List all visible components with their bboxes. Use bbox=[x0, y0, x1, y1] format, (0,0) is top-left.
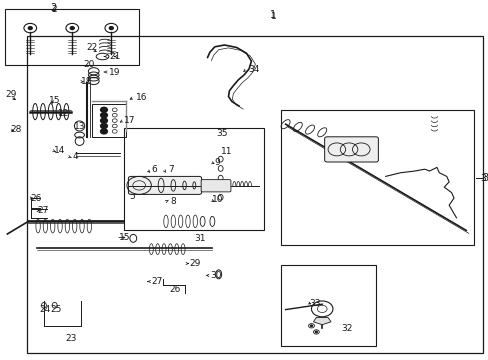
Circle shape bbox=[101, 107, 107, 112]
Circle shape bbox=[70, 27, 74, 30]
Polygon shape bbox=[313, 318, 330, 325]
Text: 16: 16 bbox=[136, 93, 147, 102]
Text: 3: 3 bbox=[481, 173, 488, 183]
Circle shape bbox=[101, 123, 107, 129]
Text: 29: 29 bbox=[189, 259, 201, 268]
Text: 26: 26 bbox=[30, 194, 41, 202]
Text: 9: 9 bbox=[214, 158, 220, 166]
Text: 27: 27 bbox=[37, 206, 48, 215]
Circle shape bbox=[101, 118, 107, 123]
Text: 26: 26 bbox=[169, 285, 180, 294]
Text: 2: 2 bbox=[50, 3, 57, 13]
Text: 6: 6 bbox=[151, 165, 156, 174]
Text: 19: 19 bbox=[108, 68, 120, 77]
FancyBboxPatch shape bbox=[324, 137, 378, 162]
Bar bbox=[5, 9, 139, 65]
FancyBboxPatch shape bbox=[128, 176, 201, 194]
Text: 4: 4 bbox=[73, 152, 79, 161]
Text: 22: 22 bbox=[86, 43, 97, 52]
Circle shape bbox=[109, 27, 113, 30]
Text: 27: 27 bbox=[151, 277, 163, 286]
Text: 30: 30 bbox=[210, 271, 222, 280]
Bar bbox=[280, 110, 472, 245]
Text: 33: 33 bbox=[308, 299, 320, 307]
Text: 21: 21 bbox=[109, 52, 120, 61]
Bar bbox=[124, 128, 263, 230]
Text: 11: 11 bbox=[221, 147, 232, 156]
Text: 25: 25 bbox=[50, 305, 61, 314]
Text: 12: 12 bbox=[58, 109, 69, 118]
Circle shape bbox=[101, 113, 107, 118]
Text: 10: 10 bbox=[211, 195, 223, 204]
Text: 29: 29 bbox=[5, 90, 17, 99]
Bar bbox=[27, 36, 482, 353]
Circle shape bbox=[28, 27, 32, 30]
Text: 20: 20 bbox=[83, 60, 95, 69]
Text: 3: 3 bbox=[480, 174, 485, 183]
Text: 1: 1 bbox=[270, 10, 276, 20]
Text: 5: 5 bbox=[129, 192, 134, 201]
Text: 1: 1 bbox=[270, 12, 276, 21]
Text: 28: 28 bbox=[10, 125, 22, 134]
Circle shape bbox=[315, 331, 317, 333]
Text: 35: 35 bbox=[216, 130, 227, 139]
FancyBboxPatch shape bbox=[201, 180, 230, 192]
Text: 15: 15 bbox=[119, 233, 130, 242]
Text: 8: 8 bbox=[170, 197, 176, 206]
Text: 32: 32 bbox=[340, 324, 351, 333]
Circle shape bbox=[101, 129, 107, 134]
Text: 23: 23 bbox=[65, 334, 76, 343]
Text: 13: 13 bbox=[74, 122, 85, 131]
Bar bbox=[280, 265, 375, 346]
Bar bbox=[92, 104, 126, 137]
Text: 15: 15 bbox=[49, 96, 61, 105]
Text: 7: 7 bbox=[168, 165, 173, 174]
Text: 2: 2 bbox=[51, 5, 57, 14]
Text: 17: 17 bbox=[123, 116, 135, 125]
Text: 34: 34 bbox=[248, 65, 259, 74]
Text: 24: 24 bbox=[40, 305, 51, 314]
Text: 18: 18 bbox=[81, 77, 92, 86]
Text: 31: 31 bbox=[194, 234, 205, 243]
Text: 14: 14 bbox=[54, 146, 65, 155]
Circle shape bbox=[310, 325, 312, 327]
